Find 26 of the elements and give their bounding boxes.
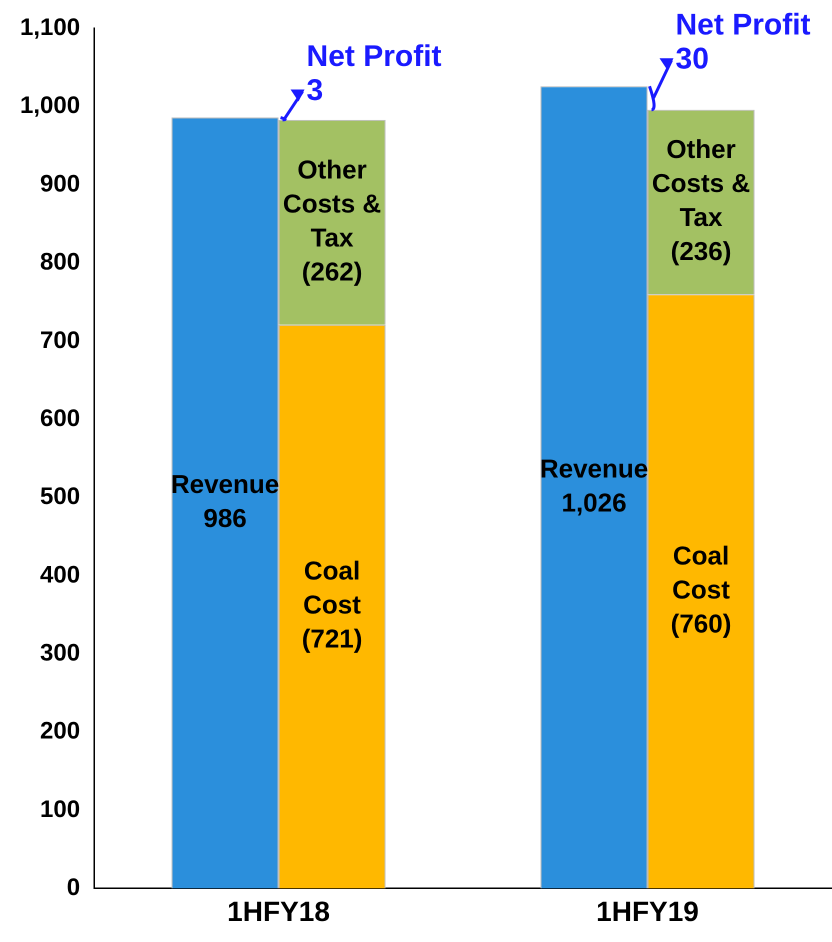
data-label: (760) — [670, 608, 732, 638]
data-label: (262) — [302, 256, 362, 286]
text: Other Costs & Tax — [652, 134, 750, 232]
data-label: (236) — [670, 236, 732, 266]
y-tick-label: 0 — [66, 874, 80, 902]
y-tick-label: 100 — [40, 796, 80, 823]
y-tick-label: 800 — [40, 248, 80, 276]
data-label: 1,026 — [561, 488, 627, 518]
annotation: Net Profit 30 — [676, 8, 811, 76]
y-tick-label: 200 — [40, 718, 80, 745]
y-tick-label: 1,100 — [20, 14, 80, 42]
y-tick-label: 600 — [40, 404, 80, 432]
x-tick-label: 1HFY19 — [596, 896, 699, 927]
data-label: 986 — [203, 503, 247, 534]
y-tick-label: 400 — [40, 561, 80, 588]
y-tick-label: 1,000 — [20, 92, 80, 120]
y-tick-label: 700 — [40, 326, 80, 354]
text: Coal Cost — [672, 540, 730, 604]
series-label: Coal Cost — [303, 556, 362, 620]
x-tick-label: 1HFY18 — [227, 896, 330, 927]
y-tick-label: 300 — [40, 639, 80, 666]
series-label: Other Costs & Tax — [282, 154, 382, 252]
annotation: Net Profit 3 — [306, 40, 442, 107]
y-tick-label: 900 — [40, 170, 80, 198]
data-label: (721) — [302, 624, 362, 654]
y-tick-label: 500 — [40, 483, 80, 510]
